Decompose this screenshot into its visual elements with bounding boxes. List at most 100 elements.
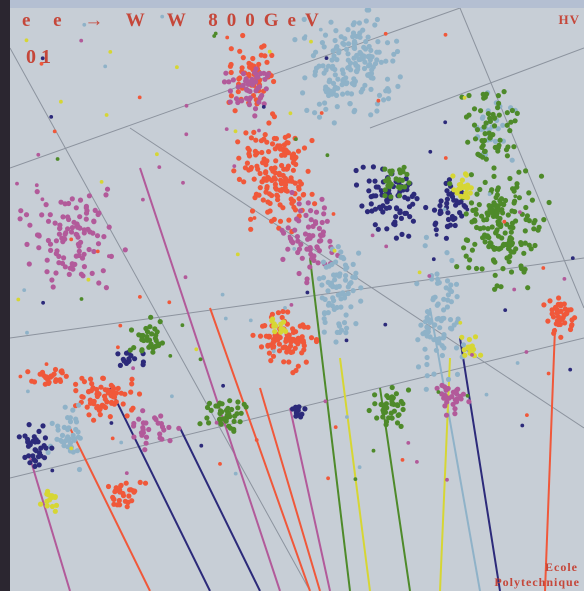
- hit-dot: [294, 234, 300, 240]
- hit-dot: [372, 401, 378, 407]
- hit-dot: [265, 73, 271, 79]
- hit-dot: [147, 324, 153, 330]
- hit-dot: [295, 363, 301, 369]
- hit-dot: [554, 318, 561, 324]
- hit-dot: [26, 422, 32, 428]
- hit-dot: [342, 262, 349, 268]
- hit-dot: [296, 270, 302, 277]
- hit-dot: [69, 446, 74, 451]
- hit-dot: [335, 244, 341, 250]
- hit-dot: [288, 349, 294, 355]
- hit-dot: [313, 209, 320, 215]
- hit-dot: [280, 256, 286, 262]
- hit-dot: [406, 233, 412, 239]
- hit-dot: [140, 420, 146, 426]
- hit-dot: [237, 48, 243, 54]
- hit-dot: [62, 236, 68, 242]
- hit-dot: [332, 72, 338, 78]
- hit-dot: [113, 390, 120, 396]
- hit-dot: [95, 249, 100, 254]
- hit-dot: [521, 250, 527, 256]
- hit-dot: [443, 285, 449, 291]
- hit-dot: [523, 168, 529, 174]
- hit-dot: [55, 423, 61, 429]
- hit-dot: [290, 167, 296, 173]
- hit-dot: [49, 277, 55, 283]
- hit-dot: [520, 423, 525, 428]
- track-line: [29, 457, 71, 591]
- hit-dot: [418, 322, 424, 328]
- hit-dot: [395, 177, 402, 183]
- hit-dot: [498, 284, 504, 290]
- hit-dot: [242, 165, 248, 171]
- hit-dot: [443, 235, 449, 241]
- hit-dot: [315, 260, 321, 266]
- hit-dot: [512, 198, 518, 204]
- hit-dot: [438, 198, 444, 204]
- hit-dot: [114, 502, 120, 508]
- detector-line: [459, 8, 584, 309]
- hit-dot: [43, 374, 49, 381]
- hit-dot: [432, 221, 438, 228]
- hit-dot: [66, 271, 72, 277]
- hit-dot: [277, 143, 283, 149]
- hit-dot: [486, 130, 492, 136]
- hit-dot: [86, 412, 92, 418]
- hit-dot: [167, 300, 172, 305]
- hit-dot: [476, 202, 482, 208]
- hit-dot: [321, 329, 327, 335]
- hit-dot: [320, 259, 327, 265]
- hit-dot: [484, 233, 491, 239]
- hit-dot: [301, 191, 307, 198]
- hit-dot: [486, 244, 492, 250]
- hit-dot: [437, 203, 443, 209]
- hit-dot: [523, 204, 529, 211]
- hit-dot: [75, 429, 81, 435]
- hit-dot: [25, 369, 31, 375]
- hit-dot: [443, 120, 448, 125]
- left-border: [0, 0, 10, 591]
- hit-dot: [278, 329, 284, 335]
- hit-dot: [509, 107, 515, 114]
- hit-dot: [285, 309, 291, 315]
- hit-dot: [284, 166, 290, 172]
- hit-dot: [262, 53, 268, 59]
- hit-dot: [36, 232, 42, 238]
- hit-dot: [367, 73, 373, 79]
- hit-dot: [455, 186, 462, 192]
- hit-dot: [335, 76, 341, 82]
- hit-dot: [23, 212, 30, 218]
- hit-dot: [491, 165, 497, 171]
- hit-dot: [255, 85, 261, 91]
- hit-dot: [558, 308, 564, 314]
- hit-dot: [447, 181, 453, 187]
- hit-dot: [449, 194, 456, 200]
- hit-dot: [44, 257, 50, 263]
- hit-dot: [397, 74, 403, 80]
- hit-dot: [17, 216, 23, 222]
- hit-dot: [507, 175, 513, 182]
- hit-dot: [453, 345, 460, 351]
- hit-dot: [393, 391, 399, 397]
- hit-dot: [389, 384, 395, 391]
- hit-dot: [292, 227, 298, 233]
- hit-dot: [559, 316, 565, 322]
- hit-dot: [239, 98, 245, 104]
- hit-dot: [86, 277, 91, 282]
- hit-dot: [294, 339, 300, 345]
- hit-dot: [127, 487, 133, 493]
- hit-dot: [378, 401, 384, 408]
- hit-dot: [204, 415, 210, 421]
- detector-line: [10, 8, 461, 169]
- hit-dot: [308, 208, 314, 214]
- hit-dot: [383, 322, 388, 327]
- hit-dot: [44, 503, 50, 509]
- hit-dot: [236, 155, 242, 161]
- hit-dot: [262, 132, 268, 138]
- hit-dot: [58, 199, 64, 205]
- hit-dot: [296, 246, 303, 252]
- hit-dot: [333, 339, 339, 345]
- hit-dot: [348, 304, 354, 310]
- hit-dot: [254, 438, 259, 442]
- hit-dot: [73, 381, 79, 387]
